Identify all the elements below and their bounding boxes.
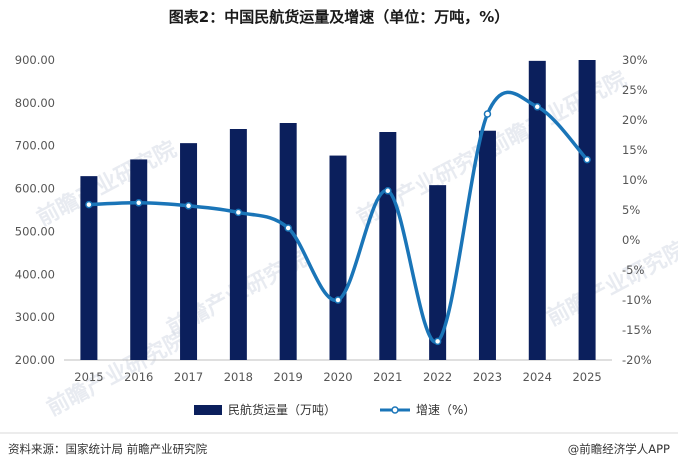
growth-point bbox=[234, 208, 243, 217]
left-tick-label: 800.00 bbox=[15, 96, 55, 110]
bar bbox=[80, 176, 98, 360]
x-tick-label: 2016 bbox=[124, 370, 153, 384]
right-tick-label: 0% bbox=[622, 233, 640, 247]
right-tick-label: -20% bbox=[622, 353, 652, 367]
left-tick-label: 300.00 bbox=[15, 310, 55, 324]
x-tick-label: 2018 bbox=[224, 370, 253, 384]
watermark-text: 前瞻产业研究院 bbox=[43, 326, 191, 421]
x-tick-label: 2024 bbox=[523, 370, 552, 384]
bar bbox=[578, 60, 596, 360]
growth-point bbox=[184, 202, 193, 210]
x-tick-label: 2021 bbox=[373, 370, 402, 384]
x-axis: 2015 2016 2017 2018 2019 2020 2021 2022 2023 2024… bbox=[74, 370, 601, 384]
growth-point bbox=[134, 199, 143, 207]
right-tick-label: 10% bbox=[622, 173, 648, 187]
growth-point bbox=[583, 155, 591, 164]
legend: 民航货运量（万吨） 增速（%） bbox=[194, 402, 475, 417]
bar bbox=[229, 129, 247, 360]
right-tick-label: 5% bbox=[622, 203, 640, 217]
watermark-text: 前瞻产业研究院 bbox=[483, 66, 631, 161]
right-tick-label: 20% bbox=[622, 113, 648, 127]
bar bbox=[528, 60, 546, 360]
x-tick-label: 2017 bbox=[174, 370, 203, 384]
bar bbox=[478, 130, 496, 360]
left-tick-label: 200.00 bbox=[15, 353, 55, 367]
growth-point bbox=[85, 200, 93, 209]
growth-point bbox=[533, 103, 542, 111]
left-tick-label: 600.00 bbox=[15, 182, 55, 196]
bar bbox=[379, 132, 397, 360]
right-tick-label: -10% bbox=[622, 293, 652, 307]
footer-source: 资料来源：国家统计局 前瞻产业研究院 bbox=[8, 442, 208, 456]
footer-brand: @前瞻经济学人APP bbox=[568, 442, 670, 456]
x-tick-label: 2020 bbox=[323, 370, 352, 384]
line-series bbox=[85, 90, 591, 346]
bar bbox=[180, 143, 198, 360]
legend-bar-label: 民航货运量（万吨） bbox=[228, 402, 336, 417]
legend-line-label: 增速（%） bbox=[416, 403, 475, 417]
bar-series bbox=[80, 60, 596, 360]
legend-bar-swatch bbox=[194, 405, 222, 415]
x-tick-label: 2025 bbox=[572, 370, 601, 384]
legend-line-marker bbox=[391, 406, 399, 414]
x-tick-label: 2023 bbox=[473, 370, 502, 384]
growth-point bbox=[483, 110, 492, 118]
right-tick-label: 15% bbox=[622, 143, 648, 157]
x-tick-label: 2019 bbox=[274, 370, 303, 384]
bar bbox=[429, 185, 447, 360]
watermark-text: 前瞻产业研究院 bbox=[543, 236, 678, 331]
right-axis: 30% 25% 20% 15% 10% 5% 0% -5% -10% -15% -20% bbox=[622, 53, 652, 367]
growth-point bbox=[334, 296, 342, 304]
bar bbox=[329, 155, 347, 360]
bar bbox=[279, 123, 297, 360]
growth-point bbox=[284, 224, 292, 232]
right-tick-label: 25% bbox=[622, 83, 648, 97]
left-tick-label: 700.00 bbox=[15, 139, 55, 153]
left-tick-label: 900.00 bbox=[15, 53, 55, 67]
right-tick-label: -5% bbox=[622, 263, 644, 277]
bar bbox=[130, 159, 148, 360]
growth-point bbox=[384, 187, 392, 195]
growth-point bbox=[433, 337, 442, 346]
x-tick-label: 2015 bbox=[74, 370, 103, 384]
right-tick-label: 30% bbox=[622, 53, 648, 67]
right-tick-label: -15% bbox=[622, 323, 652, 337]
x-tick-label: 2022 bbox=[423, 370, 452, 384]
chart-title: 图表2：中国民航货运量及增速（单位：万吨，%） bbox=[169, 8, 509, 26]
left-tick-label: 500.00 bbox=[15, 224, 55, 238]
left-tick-label: 400.00 bbox=[15, 267, 55, 281]
left-axis: 900.00 800.00 700.00 600.00 500.00 400.00 300.… bbox=[15, 53, 55, 367]
